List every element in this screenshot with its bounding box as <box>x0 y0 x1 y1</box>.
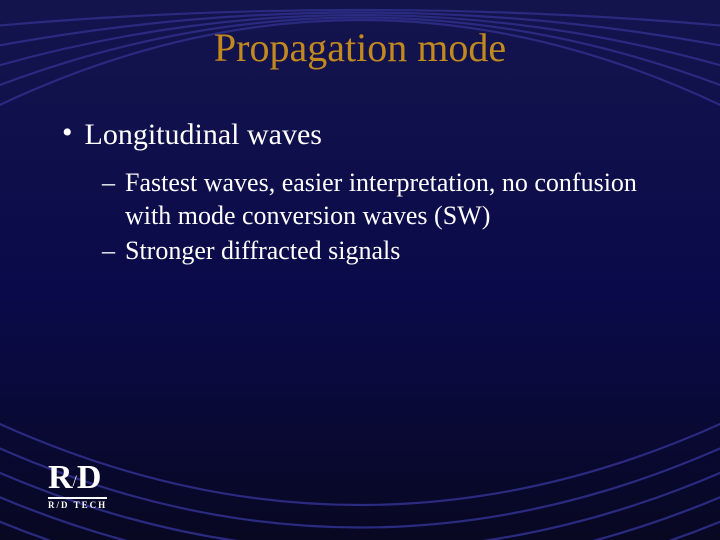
logo-r: R <box>48 461 72 495</box>
dash-icon: – <box>102 234 115 267</box>
bullet-text: Longitudinal waves <box>85 118 322 152</box>
sub-bullet-2: – Stronger diffracted signals <box>102 234 662 267</box>
rd-tech-logo: R / D R/D TECH <box>48 461 107 510</box>
dash-icon: – <box>102 166 115 199</box>
logo-sub: R/D TECH <box>48 497 107 510</box>
sub-bullet-1: – Fastest waves, easier interpretation, … <box>102 166 662 233</box>
bullet-dot-icon: • <box>62 118 73 148</box>
logo-d: D <box>77 461 101 495</box>
logo-main: R / D <box>48 461 107 495</box>
slide-container: Propagation mode • Longitudinal waves – … <box>0 0 720 540</box>
content-layer: Propagation mode • Longitudinal waves – … <box>0 0 720 540</box>
sub-bullet-1-text: Fastest waves, easier interpretation, no… <box>125 166 662 233</box>
logo-sub-tech: TECH <box>74 500 108 510</box>
logo-sub-rd: R/D <box>48 500 70 510</box>
sub-bullet-2-text: Stronger diffracted signals <box>125 234 400 267</box>
bullet-longitudinal: • Longitudinal waves <box>62 118 322 152</box>
logo-slash-icon: / <box>73 474 76 489</box>
slide-title: Propagation mode <box>0 24 720 71</box>
